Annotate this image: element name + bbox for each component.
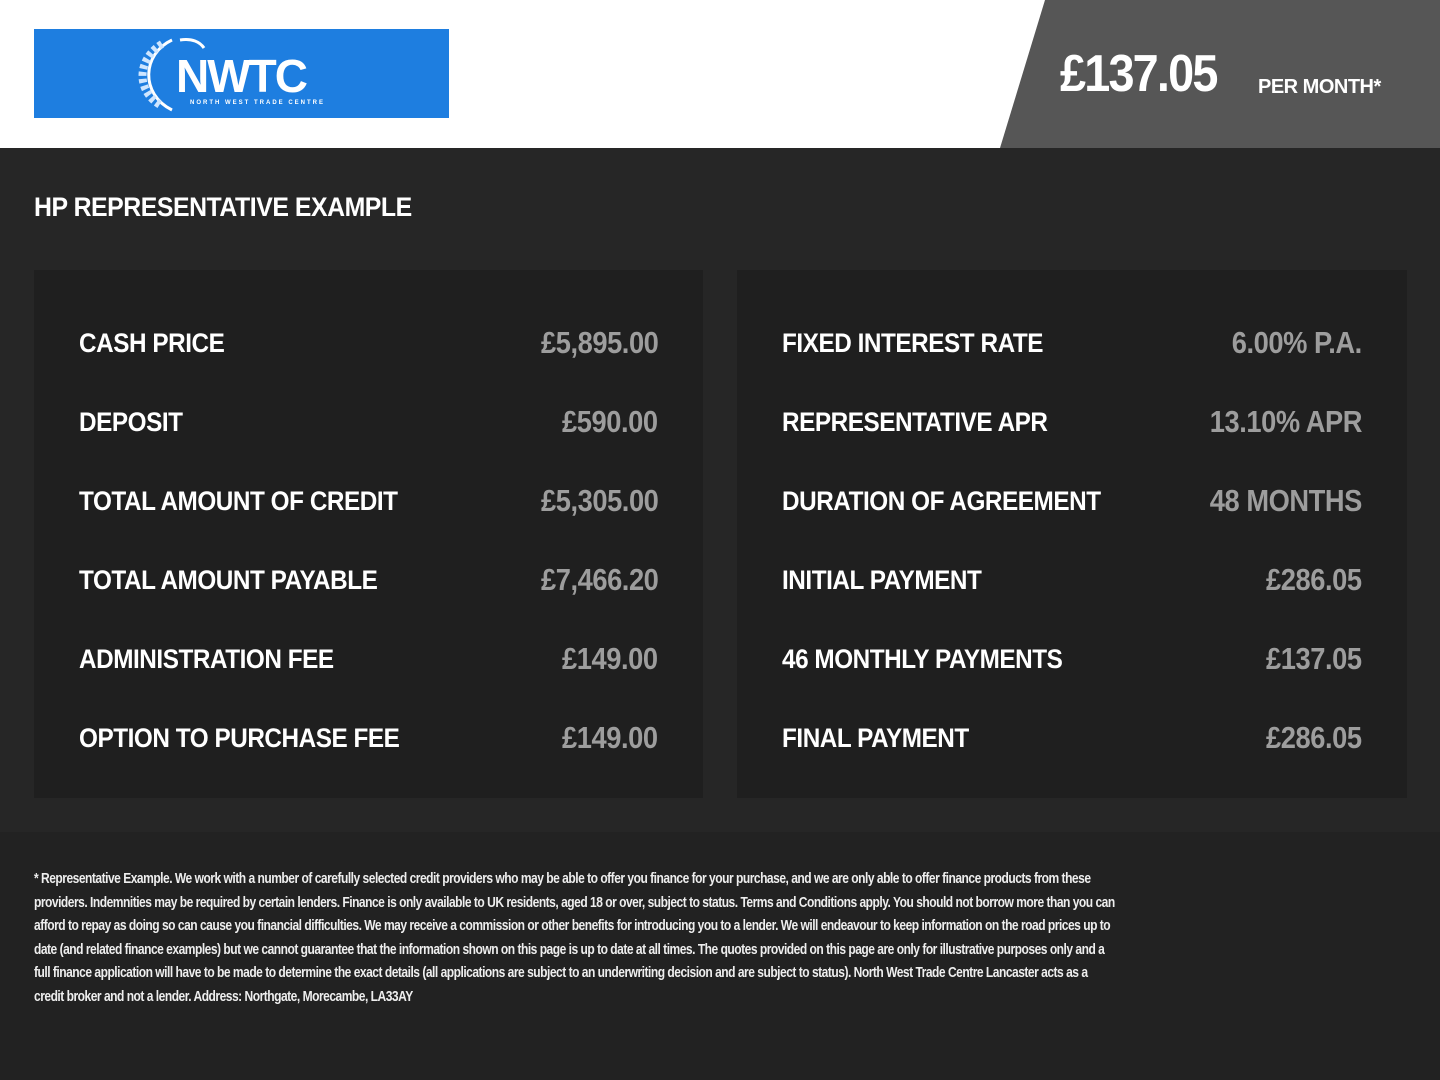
finance-value: £286.05: [1266, 720, 1362, 755]
finance-row: DURATION OF AGREEMENT 48 MONTHS: [782, 481, 1362, 521]
disclaimer-line: afford to repay as doing so can cause yo…: [34, 918, 1111, 934]
section-title: HP REPRESENTATIVE EXAMPLE: [34, 192, 412, 222]
finance-row: REPRESENTATIVE APR 13.10% APR: [782, 402, 1362, 442]
disclaimer-line: date (and related finance examples) but …: [34, 941, 1105, 958]
finance-label: 46 MONTHLY PAYMENTS: [782, 643, 1063, 674]
finance-row: OPTION TO PURCHASE FEE £149.00: [79, 718, 658, 758]
disclaimer-line: * Representative Example. We work with a…: [34, 871, 1091, 887]
finance-label: FINAL PAYMENT: [782, 722, 969, 753]
svg-text:NORTH WEST TRADE CENTRE: NORTH WEST TRADE CENTRE: [190, 100, 325, 106]
nwtc-logo[interactable]: NWTC NORTH WEST TRADE CENTRE: [34, 29, 449, 118]
disclaimer: * Representative Example. We work with a…: [34, 868, 1434, 1009]
finance-value: 48 MONTHS: [1209, 483, 1363, 518]
svg-text:NWTC: NWTC: [176, 50, 307, 102]
finance-value: £149.00: [562, 720, 658, 755]
finance-row: CASH PRICE £5,895.00: [79, 323, 658, 363]
finance-row: TOTAL AMOUNT PAYABLE £7,466.20: [79, 560, 658, 600]
finance-label: INITIAL PAYMENT: [782, 564, 982, 595]
finance-label: OPTION TO PURCHASE FEE: [79, 722, 400, 753]
finance-value: £5,895.00: [540, 325, 659, 360]
monthly-price-banner: £137.05 PER MONTH*: [1000, 0, 1440, 148]
disclaimer-line: credit broker and not a lender. Address:…: [34, 988, 413, 1005]
monthly-price: £137.05: [1060, 45, 1218, 103]
finance-value: 13.10% APR: [1209, 404, 1363, 439]
finance-row: FIXED INTEREST RATE 6.00% P.A.: [782, 323, 1362, 363]
finance-row: 46 MONTHLY PAYMENTS £137.05: [782, 639, 1362, 679]
finance-example: HP REPRESENTATIVE EXAMPLE CASH PRICE £5,8…: [0, 148, 1440, 832]
finance-row: TOTAL AMOUNT OF CREDIT £5,305.00: [79, 481, 658, 521]
finance-label: TOTAL AMOUNT OF CREDIT: [79, 485, 398, 516]
finance-panel-right: FIXED INTEREST RATE 6.00% P.A. REPRESENTAT…: [737, 270, 1407, 798]
finance-row: FINAL PAYMENT £286.05: [782, 718, 1362, 758]
finance-row: ADMINISTRATION FEE £149.00: [79, 639, 658, 679]
finance-row: INITIAL PAYMENT £286.05: [782, 560, 1362, 600]
footer: * Representative Example. We work with a…: [0, 832, 1440, 1080]
finance-label: FIXED INTEREST RATE: [782, 327, 1044, 358]
tyre-logo-icon: NWTC NORTH WEST TRADE CENTRE: [138, 37, 325, 111]
header: NWTC NORTH WEST TRADE CENTRE £137.05 PER…: [0, 0, 1440, 148]
finance-row: DEPOSIT £590.00: [79, 402, 658, 442]
per-month-label: PER MONTH*: [1258, 76, 1381, 98]
finance-label: ADMINISTRATION FEE: [79, 643, 334, 674]
disclaimer-line: providers. Indemnities may be required b…: [34, 894, 1115, 911]
finance-value: 6.00% P.A.: [1231, 325, 1363, 360]
finance-label: DURATION OF AGREEMENT: [782, 485, 1101, 516]
finance-value: £286.05: [1266, 562, 1362, 597]
finance-value: £5,305.00: [540, 483, 659, 518]
finance-value: £7,466.20: [540, 562, 659, 597]
finance-label: TOTAL AMOUNT PAYABLE: [79, 564, 378, 595]
finance-value: £149.00: [562, 641, 658, 676]
disclaimer-line: full finance application will have to be…: [34, 965, 1088, 981]
finance-label: REPRESENTATIVE APR: [782, 406, 1048, 437]
finance-value: £137.05: [1266, 641, 1362, 676]
finance-value: £590.00: [562, 404, 658, 439]
finance-panel-left: CASH PRICE £5,895.00 DEPOSIT £590.00 TOTAL A…: [34, 270, 703, 798]
finance-label: DEPOSIT: [79, 406, 183, 437]
finance-label: CASH PRICE: [79, 327, 225, 358]
